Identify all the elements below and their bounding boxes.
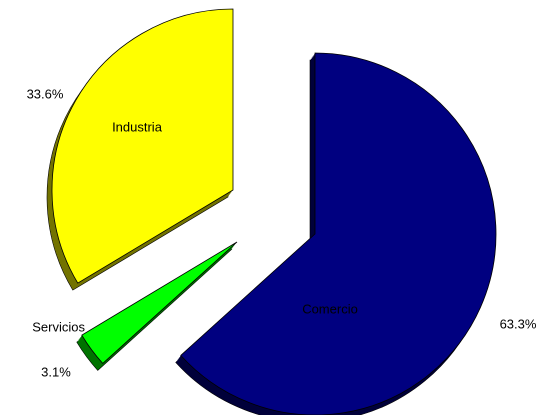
category-label: Comercio: [302, 301, 358, 316]
category-label: Industria: [112, 119, 163, 134]
slice: [81, 241, 238, 364]
value-label: 3.1%: [41, 364, 71, 379]
value-label: 63.3%: [500, 316, 537, 331]
slice: [51, 8, 234, 284]
category-label: Servicios: [32, 319, 85, 334]
slice: [180, 52, 497, 415]
value-label: 33.6%: [27, 86, 64, 101]
